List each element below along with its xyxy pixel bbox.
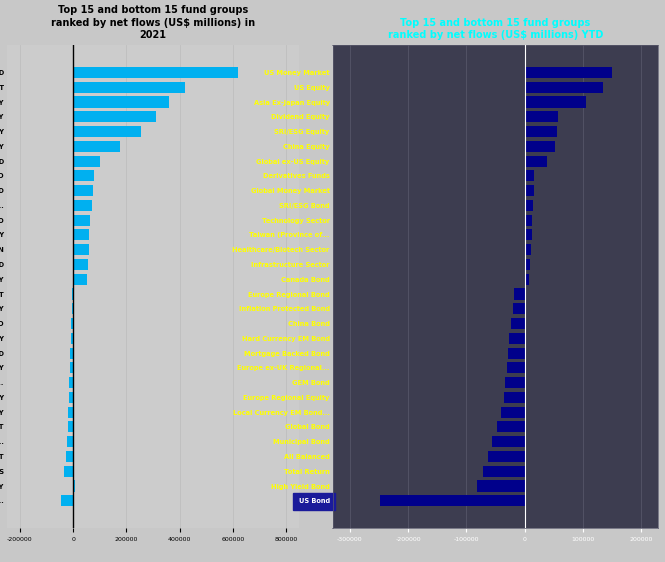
Bar (507, 362, 525, 373)
Bar (497, 422, 525, 433)
Bar (72, 303, 73, 314)
Bar (64, 466, 73, 477)
Bar (69, 377, 73, 388)
Bar (68, 392, 73, 403)
Bar (525, 140, 555, 152)
Bar (61, 495, 73, 506)
Bar (73, 229, 89, 241)
Bar (505, 377, 525, 388)
Bar (525, 200, 533, 211)
Bar (525, 126, 557, 137)
Bar (525, 67, 612, 78)
Bar (509, 333, 525, 344)
Bar (73, 97, 169, 107)
Bar (73, 126, 141, 137)
Bar (70, 347, 73, 359)
Bar (71, 318, 73, 329)
Bar (73, 170, 94, 182)
Bar (511, 318, 525, 329)
Bar (488, 451, 525, 462)
Bar (73, 156, 100, 166)
Bar (66, 436, 73, 447)
Bar (73, 200, 92, 211)
Bar (525, 111, 558, 123)
Bar (513, 303, 525, 314)
Bar (73, 481, 75, 492)
Bar (73, 244, 88, 255)
Bar (503, 392, 525, 403)
Bar (73, 185, 92, 196)
Bar (73, 140, 120, 152)
Bar (525, 259, 530, 270)
Bar (73, 274, 87, 285)
Bar (70, 362, 73, 373)
Bar (525, 244, 531, 255)
Bar (73, 215, 90, 226)
Bar (68, 422, 73, 433)
Bar (70, 333, 73, 344)
Bar (501, 407, 525, 418)
Bar (73, 259, 88, 270)
Bar (525, 97, 586, 107)
Bar (525, 215, 532, 226)
Bar (508, 347, 525, 359)
Title: Top 15 and bottom 15 fund groups
ranked by net flows (US$ millions) in
2021: Top 15 and bottom 15 fund groups ranked … (51, 5, 255, 40)
Bar (525, 185, 534, 196)
Bar (73, 81, 185, 93)
Bar (525, 170, 535, 182)
Bar (73, 67, 238, 78)
Bar (66, 451, 73, 462)
Bar (68, 407, 73, 418)
Bar (73, 111, 156, 123)
Bar (477, 481, 525, 492)
Bar (483, 466, 525, 477)
Bar (525, 229, 531, 241)
Bar (514, 288, 525, 300)
Bar (380, 495, 525, 506)
Bar (525, 81, 603, 93)
Bar (72, 288, 73, 300)
Bar (492, 436, 525, 447)
Title: Top 15 and bottom 15 fund groups
ranked by net flows (US$ millions) YTD: Top 15 and bottom 15 fund groups ranked … (388, 17, 603, 40)
Bar (525, 156, 547, 166)
Bar (525, 274, 529, 285)
